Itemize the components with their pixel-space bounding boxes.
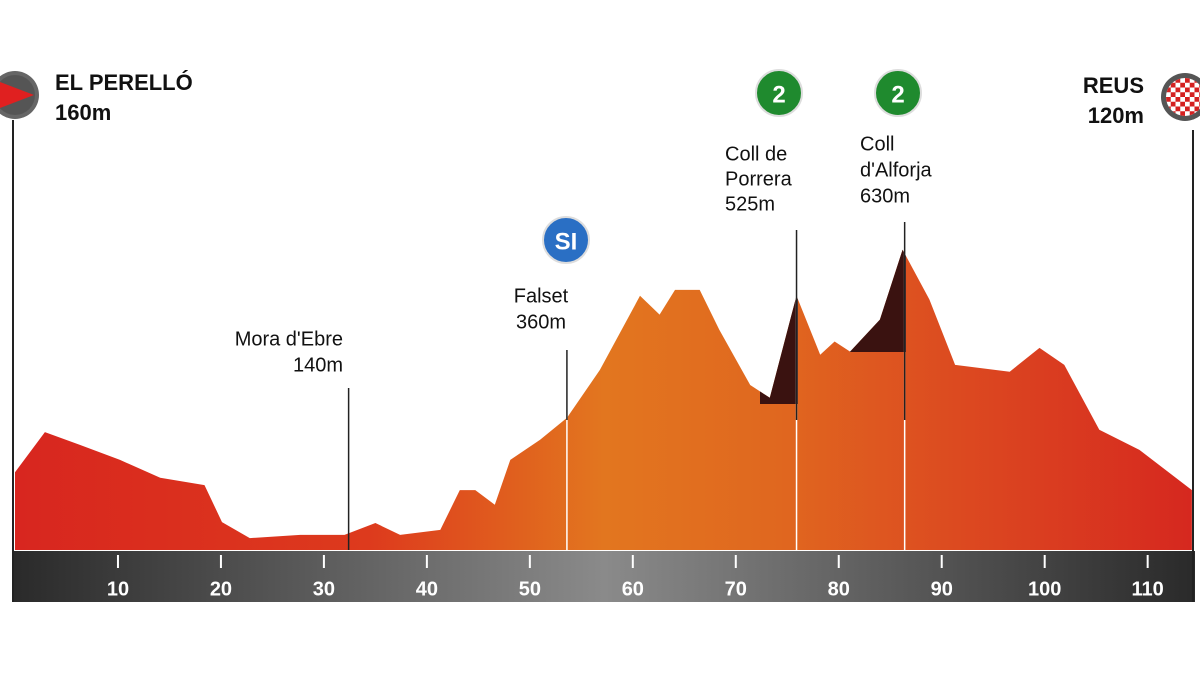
marker-label: Coll [860, 133, 894, 155]
marker-label: Porrera [725, 168, 793, 190]
x-tick-label: 100 [1028, 578, 1061, 600]
marker-label: 140m [293, 354, 343, 376]
elevation-profile [15, 249, 1192, 550]
x-tick-label: 80 [828, 578, 850, 600]
x-tick-label: 90 [931, 578, 953, 600]
start-name: EL PERELLÓ [55, 70, 193, 95]
x-tick-label: 20 [210, 578, 232, 600]
x-tick-label: 110 [1132, 578, 1164, 600]
x-tick-label: 10 [107, 578, 129, 600]
badge [755, 69, 803, 117]
finish-icon [1161, 73, 1200, 121]
badge-text: 2 [772, 81, 785, 108]
start-elevation: 160m [55, 100, 111, 125]
x-tick-label: 60 [622, 578, 644, 600]
x-tick-label: 50 [519, 578, 541, 600]
badge [542, 216, 590, 264]
marker-label: d'Alforja [860, 159, 933, 181]
start-icon [0, 71, 39, 119]
marker-label: 360m [516, 311, 566, 333]
marker-label: 525m [725, 193, 775, 215]
marker-label: Coll de [725, 143, 787, 165]
marker-label: Mora d'Ebre [235, 328, 343, 350]
distance-bar [13, 551, 1195, 602]
finish-elevation: 120m [1088, 103, 1144, 128]
marker-label: Falset [514, 285, 569, 307]
badge-text: 2 [891, 81, 904, 108]
x-tick-label: 30 [313, 578, 335, 600]
finish-name: REUS [1083, 73, 1144, 98]
x-tick-label: 70 [725, 578, 747, 600]
badge [874, 69, 922, 117]
x-tick-label: 40 [416, 578, 438, 600]
marker-label: 630m [860, 185, 910, 207]
badge-text: SI [555, 228, 578, 255]
